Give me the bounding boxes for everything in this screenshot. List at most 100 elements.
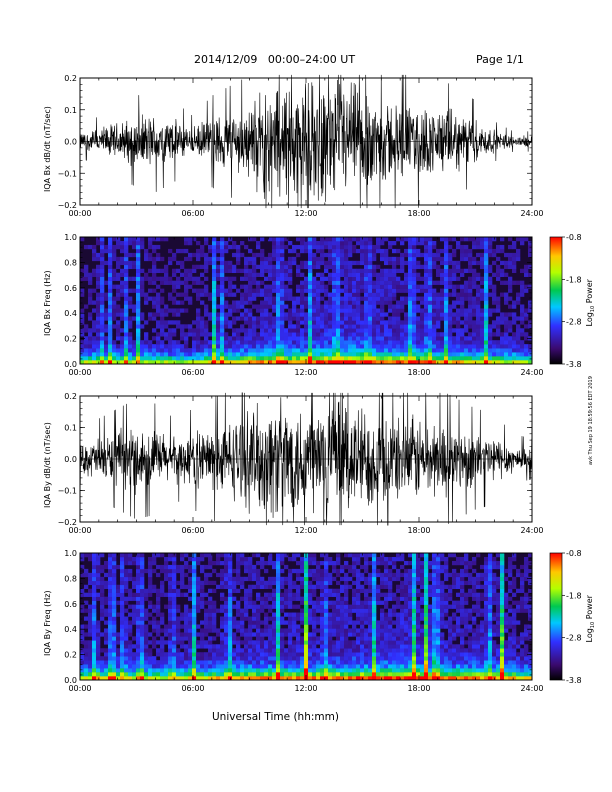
spectrogram-cell [284, 268, 289, 274]
spectrogram-cell [140, 668, 145, 673]
spectrogram-cell [236, 553, 241, 558]
spectrogram-cell [260, 304, 265, 309]
spectrogram-cell [248, 572, 253, 578]
spectrogram-cell [456, 276, 461, 281]
spectrogram-cell [140, 624, 145, 629]
spectrogram-cell [124, 268, 129, 274]
spectrogram-cell [404, 288, 409, 293]
spectrogram-cell [328, 240, 333, 246]
spectrogram-cell [220, 264, 225, 270]
spectrogram-cell [244, 332, 249, 337]
spectrogram-cell [304, 296, 309, 301]
spectrogram-cell [148, 352, 153, 357]
spectrogram-cell [180, 672, 185, 677]
spectrogram-cell [96, 572, 101, 578]
spectrogram-cell [152, 360, 157, 365]
spectrogram-cell [172, 568, 177, 574]
spectrogram-cell [440, 237, 445, 242]
spectrogram-cell [332, 632, 337, 637]
spectrogram-cell [112, 352, 117, 357]
x-tick-label: 12:00 [294, 209, 317, 218]
spectrogram-cell [376, 292, 381, 297]
spectrogram-cell [228, 628, 233, 633]
spectrogram-cell [408, 248, 413, 254]
spectrogram-cell [412, 336, 417, 341]
spectrogram-cell [260, 640, 265, 645]
spectrogram-cell [492, 288, 497, 293]
spectrogram-cell [212, 352, 217, 357]
spectrogram-cell [308, 644, 313, 649]
spectrogram-cell [236, 644, 241, 649]
spectrogram-cell [508, 264, 513, 270]
spectrogram-cell [136, 612, 141, 617]
spectrogram-cell [212, 280, 217, 285]
spectrogram-cell [344, 320, 349, 325]
spectrogram-cell [492, 284, 497, 289]
spectrogram-cell [288, 324, 293, 329]
spectrogram-cell [240, 664, 245, 669]
spectrogram-cell [248, 620, 253, 625]
spectrogram-cell [264, 292, 269, 297]
spectrogram-cell [188, 608, 193, 613]
spectrogram-cell [336, 568, 341, 574]
spectrogram-cell [320, 596, 325, 601]
spectrogram-cell [88, 576, 93, 582]
spectrogram-cell [96, 240, 101, 246]
spectrogram-cell [252, 316, 257, 321]
spectrogram-cell [432, 296, 437, 301]
spectrogram-cell [84, 268, 89, 274]
spectrogram-cell [224, 332, 229, 337]
spectrogram-cell [168, 668, 173, 673]
spectrogram-cell [272, 336, 277, 341]
spectrogram-cell [112, 560, 117, 566]
spectrogram-cell [412, 340, 417, 345]
spectrogram-cell [140, 656, 145, 661]
spectrogram-cell [136, 284, 141, 289]
spectrogram-cell [228, 564, 233, 570]
spectrogram-cell [308, 312, 313, 317]
spectrogram-cell [288, 356, 293, 361]
spectrogram-cell [324, 332, 329, 337]
spectrogram-cell [344, 608, 349, 613]
spectrogram-cell [112, 312, 117, 317]
spectrogram-cell [328, 260, 333, 266]
spectrogram-cell [272, 648, 277, 653]
spectrogram-cell [184, 340, 189, 345]
spectrogram-cell [204, 328, 209, 333]
spectrogram-cell [352, 660, 357, 665]
spectrogram-cell [380, 320, 385, 325]
spectrogram-cell [296, 340, 301, 345]
spectrogram-cell [100, 352, 105, 357]
spectrogram-cell [128, 553, 133, 558]
spectrogram-cell [252, 360, 257, 365]
spectrogram-cell [112, 356, 117, 361]
spectrogram-cell [456, 284, 461, 289]
spectrogram-cell [388, 288, 393, 293]
spectrogram-cell [192, 608, 197, 613]
spectrogram-cell [360, 660, 365, 665]
spectrogram-cell [284, 648, 289, 653]
spectrogram-cell [152, 304, 157, 309]
spectrogram-cell [380, 280, 385, 285]
spectrogram-cell [108, 652, 113, 657]
spectrogram-cell [168, 256, 173, 262]
spectrogram-cell [212, 360, 217, 365]
spectrogram-cell [460, 320, 465, 325]
spectrogram-cell [92, 344, 97, 349]
spectrogram-cell [400, 360, 405, 365]
spectrogram-cell [148, 312, 153, 317]
spectrogram-cell [92, 248, 97, 254]
spectrogram-cell [368, 352, 373, 357]
spectrogram-cell [444, 344, 449, 349]
spectrogram-cell [268, 592, 273, 597]
spectrogram-cell [312, 352, 317, 357]
spectrogram-cell [248, 660, 253, 665]
spectrogram-cell [224, 608, 229, 613]
spectrogram-cell [204, 332, 209, 337]
spectrogram-cell [508, 288, 513, 293]
spectrogram-cell [120, 284, 125, 289]
spectrogram-cell [280, 296, 285, 301]
spectrogram-cell [512, 340, 517, 345]
spectrogram-cell [144, 656, 149, 661]
spectrogram-cell [424, 240, 429, 246]
